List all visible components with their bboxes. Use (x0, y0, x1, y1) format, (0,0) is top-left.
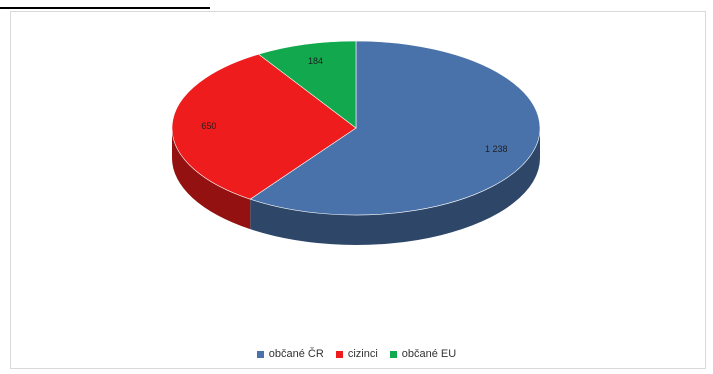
legend-label-cizinci: cizinci (347, 348, 378, 360)
data-label-cizinci: 650 (201, 121, 216, 131)
pie-slice-cizinci (171, 53, 357, 200)
legend-swatch-obcane-cr (256, 350, 264, 358)
pie-side-cizinci (172, 128, 251, 230)
pie-slice-obcane-eu (257, 40, 357, 129)
legend-item-obcane-eu: občané EU (389, 348, 457, 360)
pie-side-obcane-cr (250, 128, 540, 245)
header-underline (0, 7, 210, 9)
legend-label-obcane-cr: občané ČR (268, 348, 324, 360)
pie-side-faces (172, 128, 540, 245)
data-label-obcane-eu: 184 (308, 56, 323, 66)
legend-label-obcane-eu: občané EU (401, 348, 457, 360)
pie-slice-obcane-cr (249, 40, 541, 216)
legend-swatch-obcane-eu (389, 350, 397, 358)
legend-item-cizinci: cizinci (335, 348, 378, 360)
legend-item-obcane-cr: občané ČR (256, 348, 324, 360)
chart-legend: občané ČR cizinci občané EU (0, 348, 713, 360)
legend-swatch-cizinci (335, 350, 343, 358)
pie-top-faces (171, 40, 541, 216)
data-label-obcane-cr: 1 238 (485, 144, 508, 154)
